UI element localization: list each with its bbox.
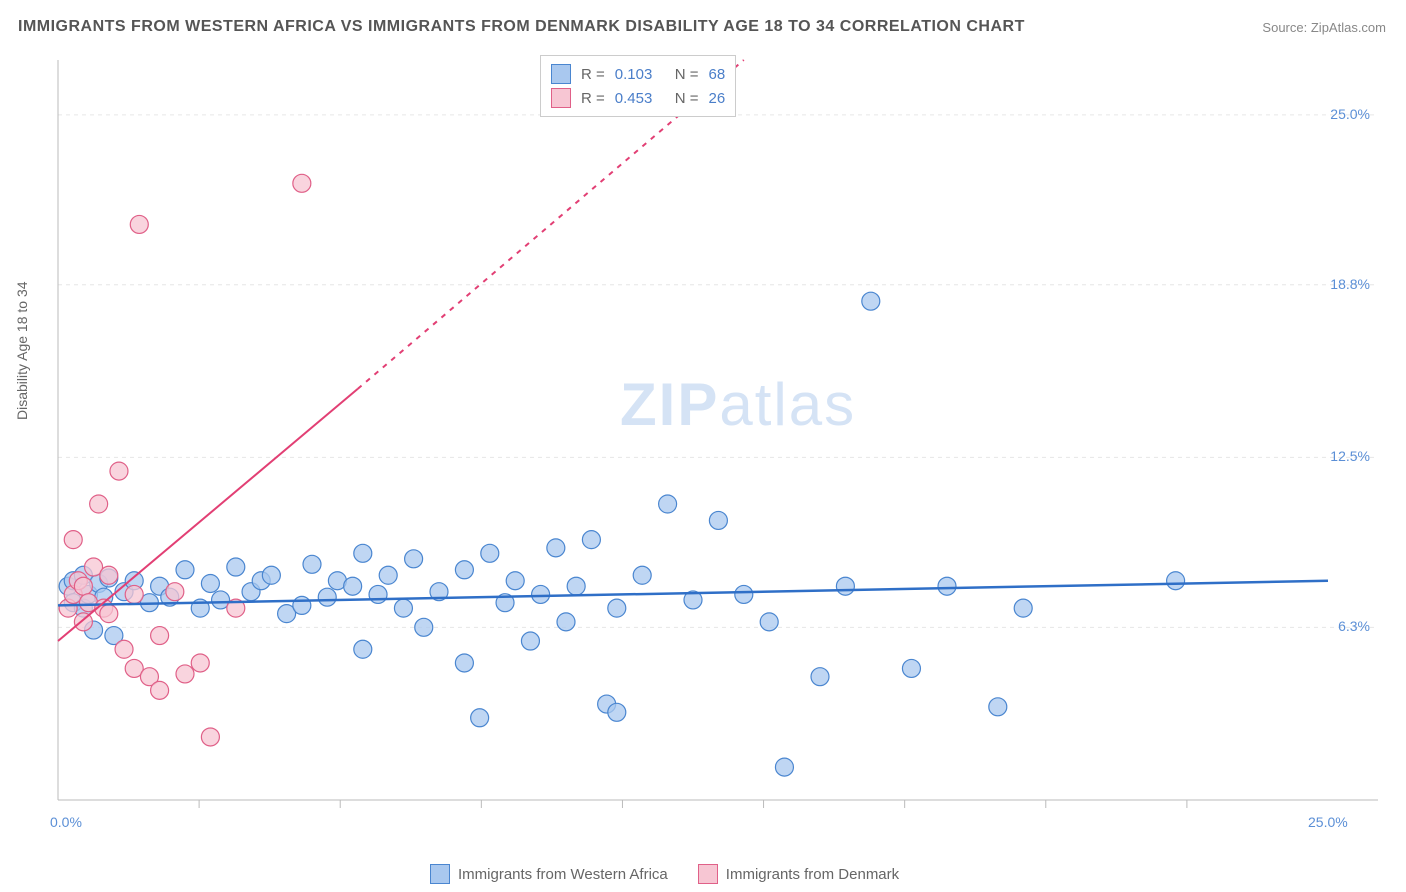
x-tick-label: 0.0%: [50, 814, 82, 830]
legend-stat-row: R = 0.103 N = 68: [551, 62, 725, 86]
legend-series-item: Immigrants from Western Africa: [430, 864, 668, 884]
n-value: 26: [709, 90, 726, 107]
legend-swatch: [551, 88, 571, 108]
correlation-legend: R = 0.103 N = 68 R = 0.453 N = 26: [540, 55, 736, 117]
x-tick-label: 25.0%: [1308, 814, 1348, 830]
y-tick-label: 12.5%: [1330, 448, 1370, 464]
source-attribution: Source: ZipAtlas.com: [1262, 20, 1386, 35]
n-label: N =: [675, 90, 699, 107]
scatter-chart: 0.0% 25.0% 6.3% 12.5% 18.8% 25.0%: [48, 50, 1388, 830]
chart-title: IMMIGRANTS FROM WESTERN AFRICA VS IMMIGR…: [18, 18, 1025, 36]
r-label: R =: [581, 90, 605, 107]
source-label: Source:: [1262, 20, 1307, 35]
legend-stat-row: R = 0.453 N = 26: [551, 86, 725, 110]
r-value: 0.453: [615, 90, 665, 107]
legend-swatch: [551, 64, 571, 84]
source-link[interactable]: ZipAtlas.com: [1311, 20, 1386, 35]
legend-swatch: [430, 864, 450, 884]
legend-swatch: [698, 864, 718, 884]
series-legend: Immigrants from Western Africa Immigrants…: [430, 864, 899, 884]
y-tick-label: 18.8%: [1330, 276, 1370, 292]
r-label: R =: [581, 66, 605, 83]
r-value: 0.103: [615, 66, 665, 83]
legend-series-label: Immigrants from Western Africa: [458, 866, 668, 883]
n-value: 68: [709, 66, 726, 83]
legend-series-item: Immigrants from Denmark: [698, 864, 899, 884]
legend-series-label: Immigrants from Denmark: [726, 866, 899, 883]
y-tick-label: 6.3%: [1338, 618, 1370, 634]
y-tick-label: 25.0%: [1330, 106, 1370, 122]
y-axis-label: Disability Age 18 to 34: [14, 281, 30, 420]
n-label: N =: [675, 66, 699, 83]
